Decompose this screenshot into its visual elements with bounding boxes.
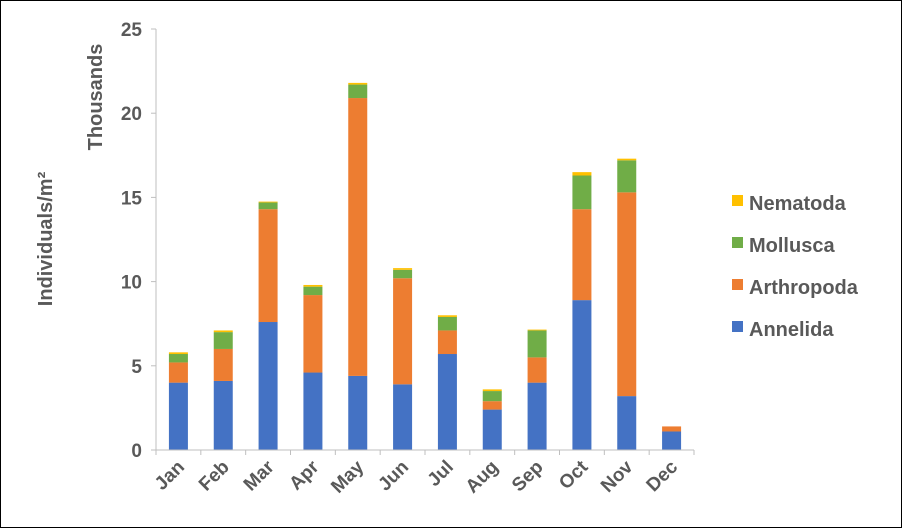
bar-segment-arthropoda-nov [617,192,637,397]
bar-segment-nematoda-may [348,82,368,85]
bar-segment-mollusca-oct [572,175,592,210]
bar-segment-nematoda-oct [572,172,592,176]
bar-segment-arthropoda-aug [482,401,502,410]
bar-segment-mollusca-sep [527,330,547,358]
y-tick-label: 20 [121,104,142,125]
x-tick-label: Jun [374,457,413,496]
bar-segment-annelida-dec [662,431,682,450]
bar-segment-mollusca-apr [303,286,323,296]
axes-layer [155,29,694,451]
bar-segment-mollusca-may [348,84,368,99]
y-axis-title: Individuals/m² [35,171,57,306]
bar-segment-annelida-nov [617,396,637,450]
legend-label-mollusca: Mollusca [749,235,835,257]
x-tick-label: Feb [195,457,234,496]
x-tick-label: Nov [597,456,638,497]
y-tick-label: 5 [131,357,142,378]
bar-segment-mollusca-jun [393,269,413,279]
legend-label-annelida: Annelida [749,319,834,341]
x-tick-label: Mar [240,456,279,495]
bar-segment-arthropoda-jul [437,330,457,355]
bar-segment-arthropoda-feb [213,348,233,381]
legend-swatch-mollusca [732,237,743,248]
bar-segment-annelida-sep [527,382,547,450]
bar-segment-nematoda-apr [303,284,323,287]
bars-layer [168,82,682,450]
legend-swatch-arthropoda [732,279,743,290]
bar-segment-arthropoda-may [348,98,368,376]
x-tick-label: Sep [508,457,547,496]
bar-segment-nematoda-aug [482,389,502,392]
bar-segment-annelida-aug [482,409,502,450]
bar-segment-mollusca-aug [482,391,502,402]
legend-label-nematoda: Nematoda [749,193,847,215]
bar-segment-nematoda-nov [617,158,637,161]
bar-segment-mollusca-jul [437,316,457,331]
bar-segment-annelida-apr [303,372,323,450]
bar-segment-nematoda-mar [258,201,278,203]
bar-segment-nematoda-sep [527,329,547,331]
bar-segment-mollusca-nov [617,160,637,193]
x-tick-label: Dec [643,456,683,496]
x-tick-label: Jan [151,457,189,495]
x-tick-label: May [327,456,368,497]
y-axis-units-label: Thousands [85,44,107,151]
y-tick-label: 10 [121,273,142,294]
y-tick-label: 0 [131,441,142,462]
bar-segment-annelida-mar [258,322,278,450]
bar-segment-mollusca-feb [213,332,233,349]
bar-segment-annelida-jun [393,384,413,450]
x-tick-label: Jul [424,457,458,491]
x-tick-label: Oct [555,456,593,494]
bar-segment-mollusca-jan [168,354,188,363]
bar-segment-arthropoda-dec [662,426,682,432]
bar-segment-annelida-oct [572,300,592,450]
x-tick-label: Aug [462,457,503,498]
y-ticks: 0 5 10 15 20 25 [121,20,156,462]
x-ticks: Jan Feb Mar Apr May Jun Jul Aug Sep Oct Nov Dec [151,450,695,498]
bar-segment-annelida-jul [437,354,457,450]
bar-segment-nematoda-jun [393,268,413,270]
x-tick-label: Apr [285,456,323,494]
bar-segment-annelida-may [348,375,368,450]
bar-segment-arthropoda-oct [572,209,592,301]
bar-segment-annelida-feb [213,380,233,450]
bar-segment-arthropoda-sep [527,357,547,383]
bar-segment-arthropoda-jun [393,278,413,385]
legend: Nematoda Mollusca Arthropoda Annelida [732,193,859,341]
y-tick-label: 25 [121,20,143,41]
legend-swatch-nematoda [732,195,743,206]
bar-segment-nematoda-feb [213,330,233,333]
bar-segment-nematoda-jan [168,352,188,355]
bar-segment-nematoda-jul [437,315,457,317]
y-tick-label: 15 [121,188,143,209]
bar-segment-arthropoda-apr [303,295,323,373]
legend-label-arthropoda: Arthropoda [749,277,859,299]
bar-segment-annelida-jan [168,382,188,450]
bar-segment-mollusca-mar [258,202,278,210]
legend-swatch-annelida [732,321,743,332]
bar-segment-arthropoda-mar [258,209,278,323]
bar-segment-arthropoda-jan [168,362,188,383]
